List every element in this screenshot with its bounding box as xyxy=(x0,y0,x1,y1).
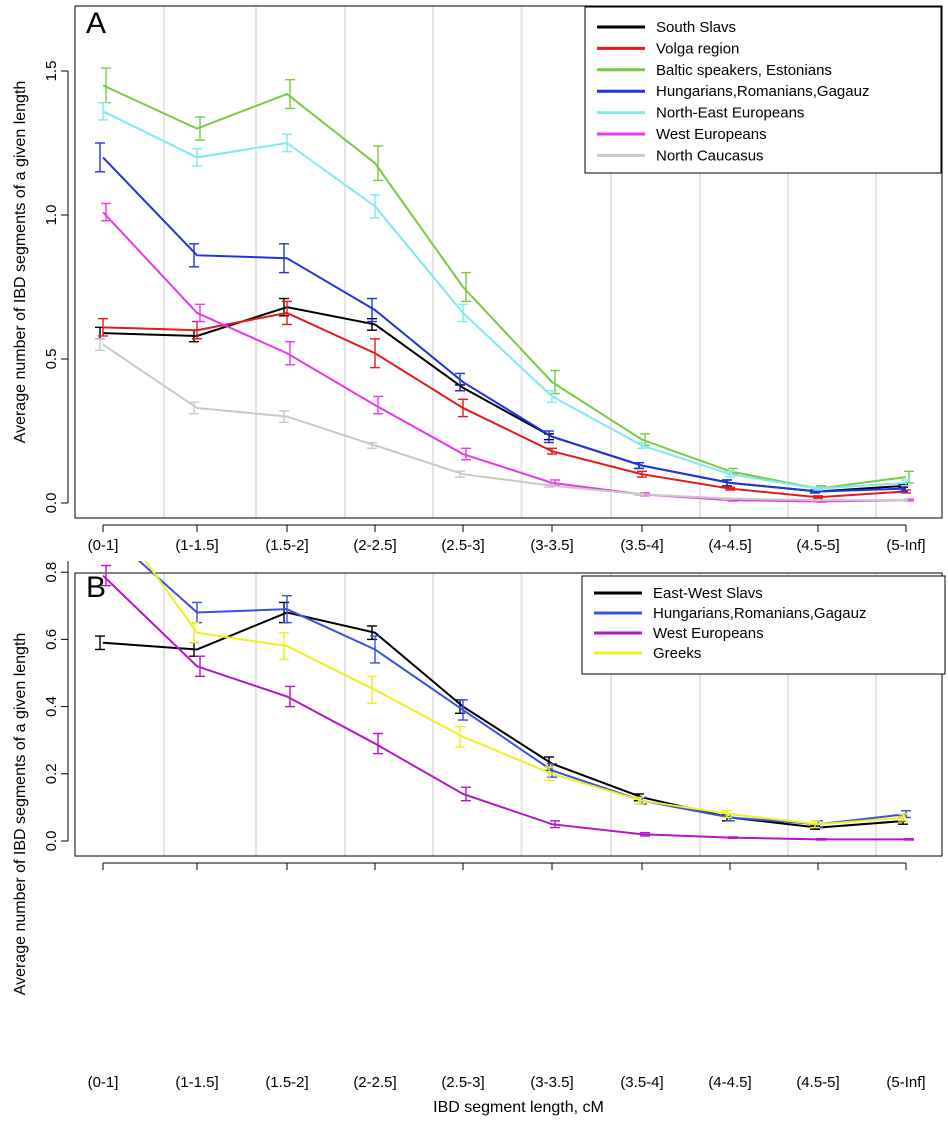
y-tick-label: 0.4 xyxy=(43,696,60,717)
series-line xyxy=(102,306,907,493)
series-line xyxy=(102,574,906,841)
series-group xyxy=(144,561,908,829)
x-tick-label: (1.5-2] xyxy=(265,1074,308,1091)
legend-box xyxy=(581,575,946,675)
panel-label: B xyxy=(86,571,106,604)
x-axis: (0-1] (1-1.5] (1.5-2] (2-2.5] (2.5-3] (3-3.5]… xyxy=(88,862,926,1091)
legend-label: West Europeans xyxy=(656,126,767,143)
series-line xyxy=(102,343,906,502)
y-tick-label: 0.2 xyxy=(43,763,60,784)
y-axis: 0.0 0.5 1.0 1.5 xyxy=(43,61,69,514)
x-tick-label: (4.5-5] xyxy=(796,537,839,554)
series-group xyxy=(98,101,911,491)
series-line xyxy=(144,561,907,826)
x-tick-label: (1-1.5] xyxy=(175,1074,218,1091)
y-tick-label: 0.0 xyxy=(43,493,60,514)
legend-label: Volga region xyxy=(656,40,739,57)
x-tick-label: (4-4.5] xyxy=(708,1074,751,1091)
x-tick-label: (2.5-3] xyxy=(441,1074,484,1091)
legend-label: South Slavs xyxy=(656,19,736,36)
y-tick-label: 1.0 xyxy=(43,205,60,226)
x-tick-label: (2.5-3] xyxy=(441,537,484,554)
legend-label: North Caucasus xyxy=(656,147,764,164)
series-line xyxy=(102,110,907,490)
x-tick-label: (0-1] xyxy=(88,1074,119,1091)
series-line xyxy=(102,211,907,503)
x-tick-label: (4.5-5] xyxy=(796,1074,839,1091)
legend-label: West Europeans xyxy=(653,625,764,642)
x-tick-label: (1-1.5] xyxy=(175,537,218,554)
x-tick-label: (3-3.5] xyxy=(530,537,573,554)
y-tick-label: 0.8 xyxy=(43,562,60,583)
legend: East-West Slavs Hungarians,Romanians,Gaga… xyxy=(581,575,946,675)
x-tick-label: (0-1] xyxy=(88,537,119,554)
y-axis: 0.00.20.40.60.81.01.2 xyxy=(43,561,69,852)
y-tick-label: 0.5 xyxy=(43,349,60,370)
legend-label: Baltic speakers, Estonians xyxy=(656,62,832,79)
legend-label: Hungarians,Romanians,Gagauz xyxy=(656,83,869,100)
x-tick-label: (3-3.5] xyxy=(530,1074,573,1091)
x-tick-label: (2-2.5] xyxy=(353,1074,396,1091)
series-group xyxy=(95,338,908,502)
legend-label: East-West Slavs xyxy=(653,585,763,602)
y-tick-label: 0.6 xyxy=(43,629,60,650)
y-axis-title: Average number of IBD segments of a give… xyxy=(12,633,29,996)
series-line xyxy=(102,156,907,493)
series-group xyxy=(95,142,908,494)
chart-panel-b: (0-1] (1-1.5] (1.5-2] (2-2.5] (2.5-3] (3-3.5]… xyxy=(12,561,946,1116)
chart-panel-a: (0-1] (1-1.5] (1.5-2] (2-2.5] (2.5-3] (3-3.5]… xyxy=(12,5,943,554)
series-group xyxy=(101,67,914,493)
legend-label: Hungarians,Romanians,Gagauz xyxy=(653,605,866,622)
series-line xyxy=(102,611,907,829)
series-line xyxy=(102,84,907,490)
x-tick-label: (3.5-4] xyxy=(620,537,663,554)
legend: South Slavs Volga region Baltic speakers, … xyxy=(584,6,942,174)
x-tick-label: (1.5-2] xyxy=(265,537,308,554)
legend-label: North-East Europeans xyxy=(656,105,804,122)
x-tick-label: (3.5-4] xyxy=(620,1074,663,1091)
x-tick-label: (5-Inf] xyxy=(886,1074,925,1091)
y-axis-title: Average number of IBD segments of a give… xyxy=(12,81,29,444)
x-tick-label: (2-2.5] xyxy=(353,537,396,554)
y-tick-label: 0.0 xyxy=(43,831,60,852)
y-tick-label: 1.5 xyxy=(43,61,60,82)
x-axis: (0-1] (1-1.5] (1.5-2] (2-2.5] (2.5-3] (3-3.5]… xyxy=(88,524,926,554)
x-tick-label: (4-4.5] xyxy=(708,537,751,554)
series-group xyxy=(101,202,914,503)
series-group xyxy=(101,564,914,841)
series-line xyxy=(102,311,907,499)
plot-frame xyxy=(74,572,943,857)
x-axis-title: IBD segment length, cM xyxy=(433,1099,604,1116)
series-line xyxy=(137,561,907,826)
x-tick-label: (5-Inf] xyxy=(886,537,925,554)
plot-frame xyxy=(74,5,943,519)
legend-label: Greeks xyxy=(653,645,701,662)
series-group xyxy=(98,300,911,500)
panel-label: A xyxy=(86,7,106,40)
